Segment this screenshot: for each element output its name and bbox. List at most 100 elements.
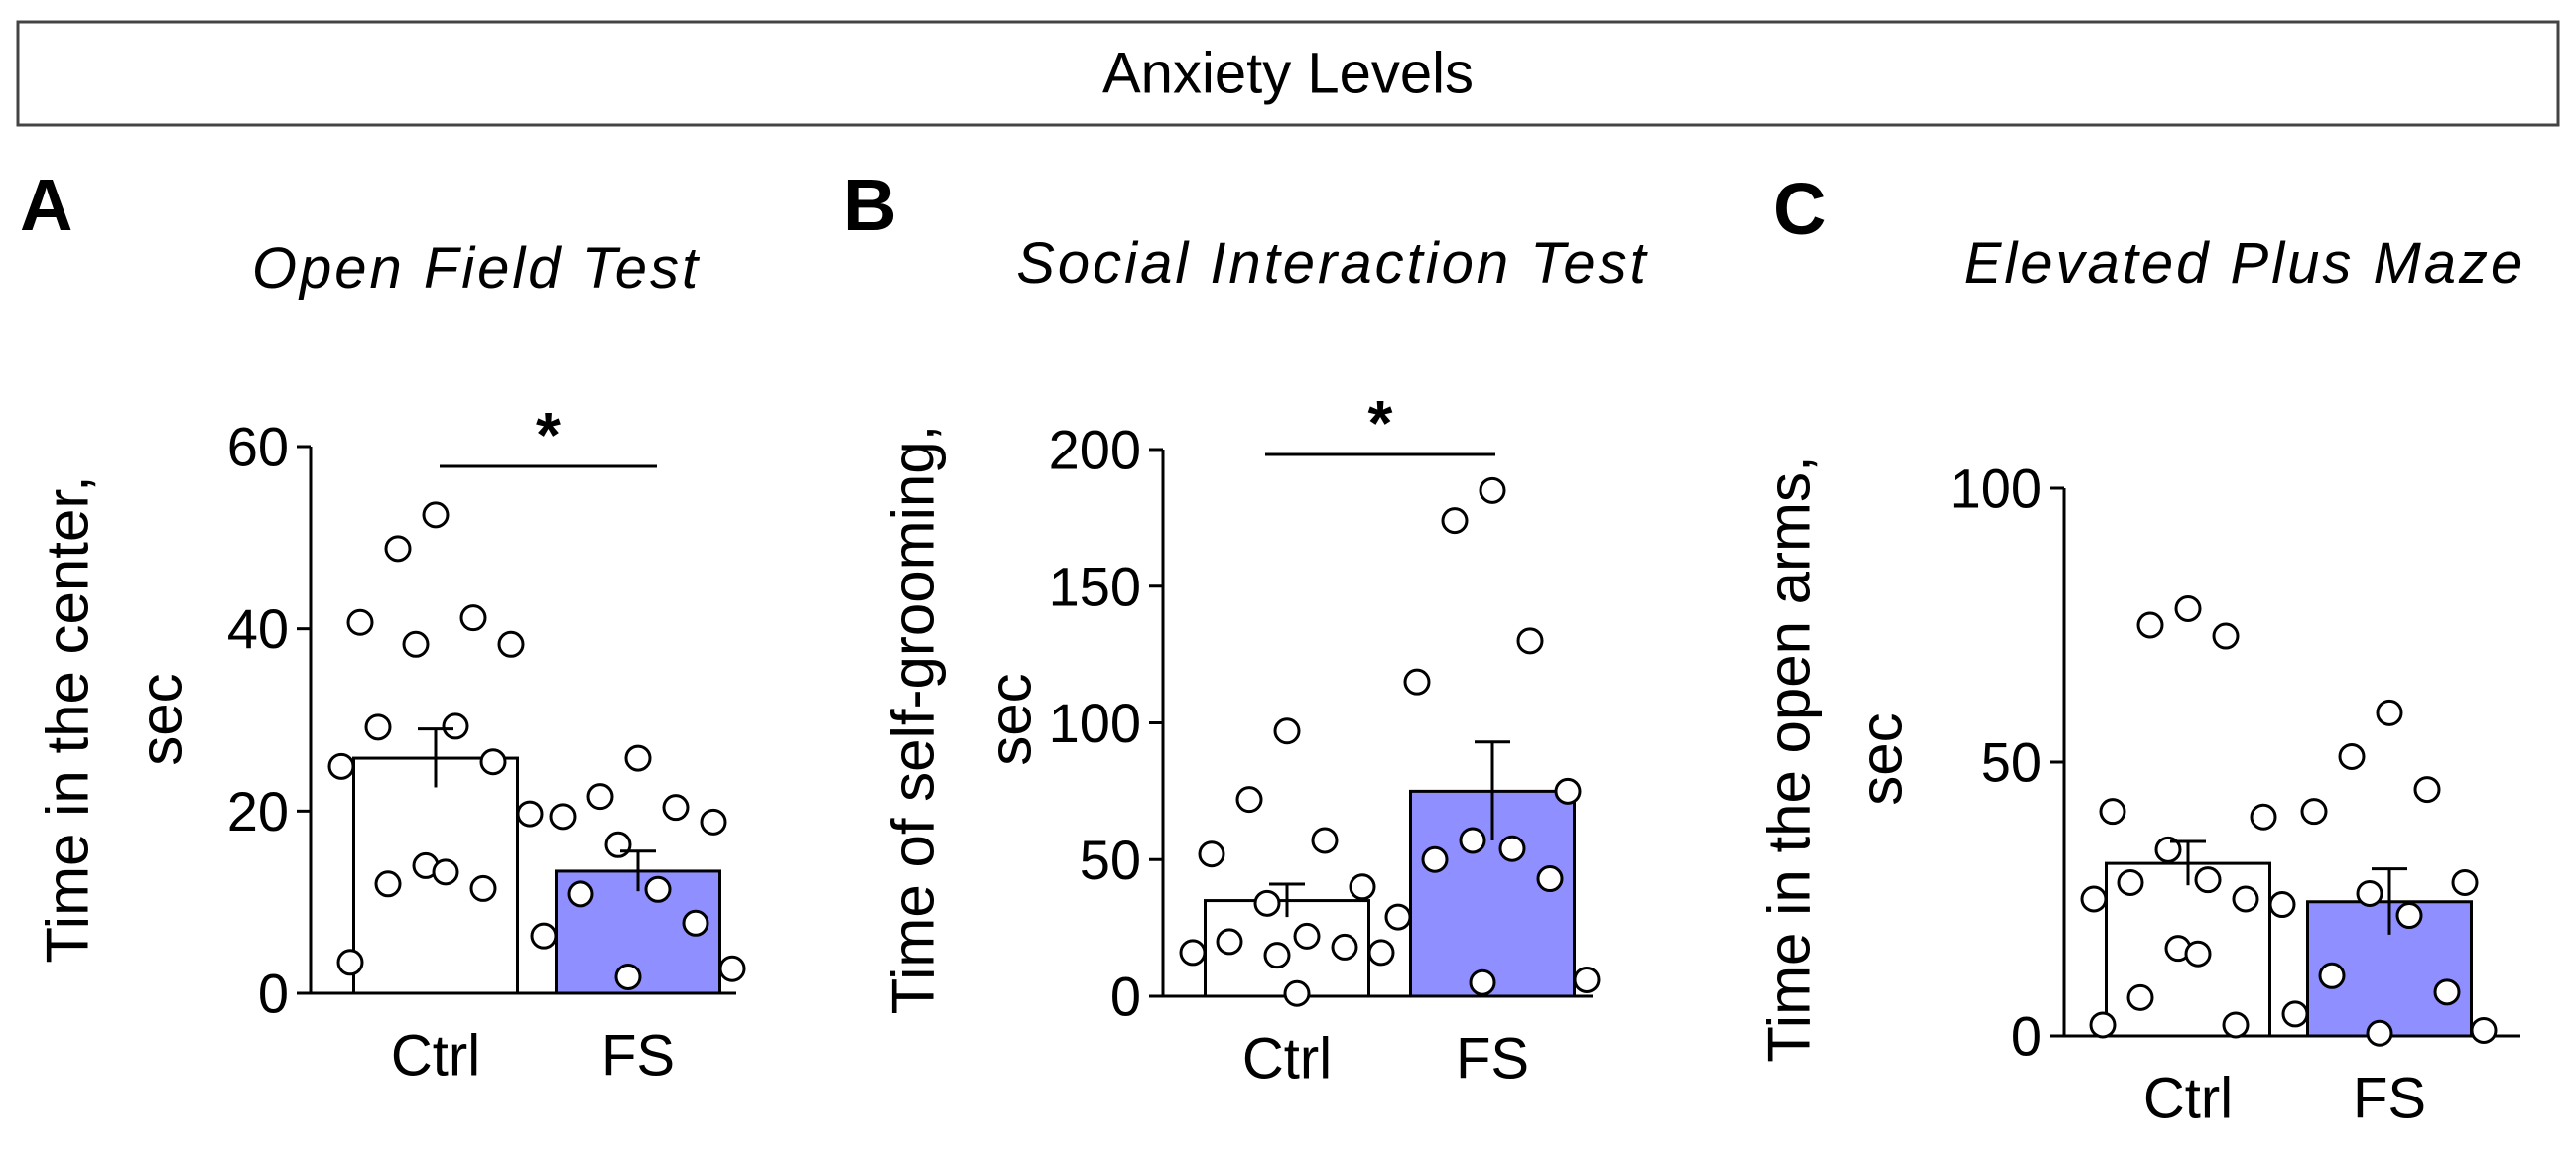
data-point [1367,939,1395,967]
panels: A Open Field Test Time in the center, sec 0 2… [20,164,2526,1131]
panel-a: A Open Field Test Time in the center, sec 0 2… [20,164,746,1089]
data-point [2356,879,2383,907]
panel-b: B Social Interaction Test Time of self-gro… [843,164,1649,1092]
data-point [2366,1019,2393,1047]
y-axis-unit-label: sec [977,673,1044,765]
x-tick-label: Ctrl [1242,1027,1332,1092]
y-axis-label: Time in the center, [35,475,101,963]
data-point [336,949,364,976]
data-point [422,501,450,529]
data-point [2184,940,2212,968]
data-point [497,630,525,658]
data-point [1349,873,1376,901]
data-point [624,744,652,772]
data-point [662,794,690,822]
significance-star: * [1368,387,1393,458]
data-point [442,712,469,740]
data-point [1573,966,1601,993]
panel-letter: B [843,164,896,246]
data-point [2136,611,2164,639]
panel-letter: C [1773,168,1826,250]
y-tick-label: 50 [1981,731,2042,794]
data-point [1479,476,1506,504]
data-point [2250,803,2277,831]
data-point [1283,979,1311,1007]
data-point [2194,866,2222,894]
data-point [718,955,746,982]
y-tick-label: 150 [1049,555,1141,617]
data-point [2154,836,2182,863]
data-point [604,831,632,858]
data-point [2117,868,2144,896]
data-point [1293,922,1321,950]
data-point [1179,939,1207,967]
data-point [1253,889,1281,917]
data-point [374,870,402,898]
y-tick-label: 0 [1110,966,1141,1028]
y-tick-label: 60 [227,416,289,478]
y-tick-label: 50 [1080,829,1141,891]
data-point [2300,798,2328,826]
data-point [364,713,392,741]
data-point [2126,983,2154,1011]
y-tick-label: 20 [227,780,289,842]
data-point [479,748,507,776]
y-tick-label: 100 [1950,457,2042,520]
data-point [1235,786,1263,814]
data-point [1263,942,1291,969]
data-point [614,963,642,990]
y-tick-label: 0 [258,963,289,1025]
data-point [1331,933,1358,961]
data-point [432,858,459,886]
data-point [2338,742,2366,770]
data-point [327,752,355,780]
panel-title: Open Field Test [252,236,701,301]
data-point [1516,627,1544,655]
data-point [1384,903,1412,931]
data-point [1198,840,1225,868]
data-point [1441,507,1469,535]
data-point [1216,928,1243,956]
data-point [2433,978,2461,1006]
data-point [2376,699,2403,726]
data-point [2470,1016,2498,1044]
y-axis-label: Time in the open arms, [1756,455,1823,1062]
data-point [644,875,672,903]
data-point [1536,865,1564,893]
data-point [2281,1000,2309,1028]
data-point [384,535,412,563]
data-point [2318,962,2346,989]
y-tick-label: 0 [2011,1005,2042,1068]
data-point [530,922,558,950]
significance-star: * [536,399,561,470]
data-point [1421,845,1449,873]
data-point [2232,885,2259,913]
data-point [2268,891,2296,919]
figure-title: Anxiety Levels [1102,42,1474,106]
data-point [549,803,577,831]
y-axis-unit-label: sec [1849,712,1915,805]
data-point [346,608,374,636]
panel-title: Social Interaction Test [1016,231,1649,296]
panel-letter: A [20,164,72,246]
data-point [516,800,544,828]
data-point [2222,1011,2250,1039]
data-point [1403,668,1431,696]
x-tick-label: FS [601,1024,675,1089]
data-point [2451,868,2479,896]
data-point [1459,827,1486,854]
y-axis-label: Time of self-grooming, [880,425,947,1015]
data-point [700,808,727,836]
data-point [2174,594,2202,622]
y-tick-label: 200 [1049,419,1141,481]
data-point [469,874,497,902]
data-point [2413,776,2441,804]
x-tick-label: FS [1456,1027,1529,1092]
data-point [2089,1011,2117,1039]
panel-title: Elevated Plus Maze [1964,231,2526,296]
data-point [2212,622,2240,650]
data-point [2080,885,2108,913]
data-point [1554,777,1582,805]
data-point [586,783,614,811]
